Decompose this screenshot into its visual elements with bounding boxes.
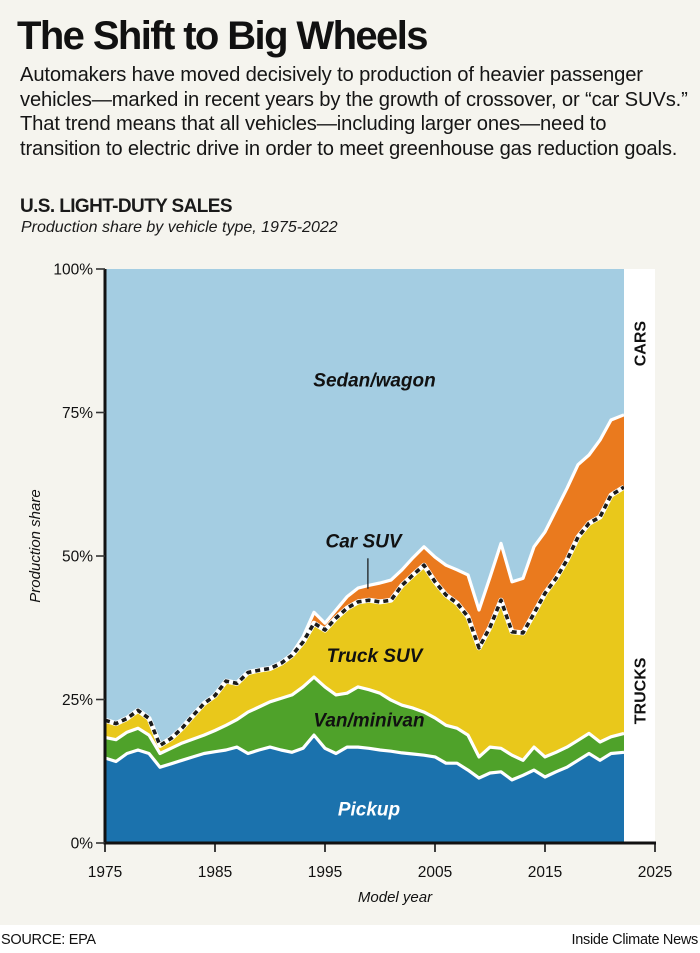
chart-subtitle: Production share by vehicle type, 1975-2… bbox=[21, 219, 338, 236]
chart-labels: Pickup Van/minivan Truck SUV Car SUV Sedan/w… bbox=[313, 321, 649, 821]
series-label-pickup: Pickup bbox=[338, 799, 400, 820]
separator-line-pickup bbox=[104, 733, 625, 782]
area-layers bbox=[105, 269, 624, 843]
axes: 0% 25% 50% 75% 100% 1975 1985 1995 2005 2015 2025 M… bbox=[27, 262, 672, 907]
group-label-band bbox=[624, 269, 655, 843]
y-tick-label: 0% bbox=[71, 836, 94, 853]
publisher-credit: Inside Climate News bbox=[571, 932, 699, 948]
x-tick-label: 2005 bbox=[418, 864, 452, 881]
footer-bar bbox=[0, 925, 700, 953]
y-tick-label: 100% bbox=[53, 262, 93, 279]
x-axis-title: Model year bbox=[358, 889, 433, 906]
series-label-car-suv: Car SUV bbox=[325, 531, 402, 552]
series-label-truck-suv: Truck SUV bbox=[327, 646, 424, 667]
series-label-sedan-wagon: Sedan/wagon bbox=[313, 371, 435, 392]
y-tick-label: 25% bbox=[62, 692, 93, 709]
cars-trucks-divider-line bbox=[104, 485, 625, 748]
chart-title: U.S. LIGHT-DUTY SALES bbox=[20, 196, 233, 217]
page-title: The Shift to Big Wheels bbox=[17, 14, 428, 58]
group-label-cars: CARS bbox=[633, 321, 650, 367]
separator-line-van-minivan bbox=[104, 675, 625, 762]
dek-text: Automakers have moved decisively to prod… bbox=[20, 64, 688, 160]
y-tick-label: 50% bbox=[62, 549, 93, 566]
y-axis-title: Production share bbox=[27, 489, 44, 602]
x-tick-label: 2025 bbox=[638, 864, 672, 881]
stacked-area-chart: 0% 25% 50% 75% 100% 1975 1985 1995 2005 2015 2025 M… bbox=[27, 262, 672, 907]
x-tick-label: 2015 bbox=[528, 864, 562, 881]
group-label-trucks: TRUCKS bbox=[633, 657, 650, 724]
y-tick-label: 75% bbox=[62, 405, 93, 422]
series-outlines bbox=[104, 413, 655, 782]
x-tick-label: 1995 bbox=[308, 864, 342, 881]
x-tick-label: 1985 bbox=[198, 864, 232, 881]
series-label-van-minivan: Van/minivan bbox=[313, 710, 424, 731]
x-tick-label: 1975 bbox=[88, 864, 122, 881]
area-pickup bbox=[105, 735, 624, 843]
source-note: SOURCE: EPA bbox=[1, 932, 96, 948]
